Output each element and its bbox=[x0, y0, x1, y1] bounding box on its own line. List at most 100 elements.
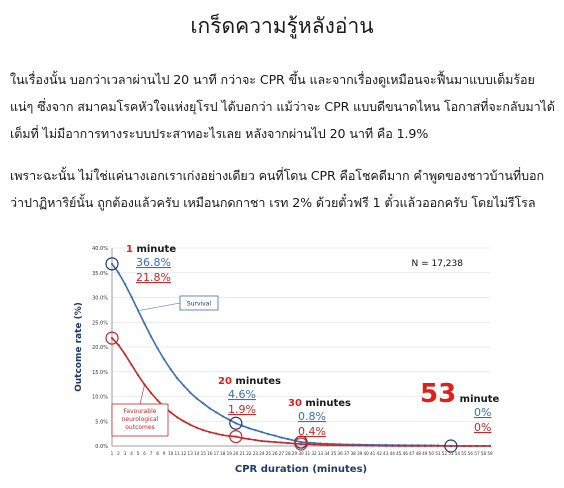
neuro-data-point bbox=[488, 444, 492, 448]
neuro-data-point bbox=[384, 444, 387, 447]
x-tick-label: 10 bbox=[168, 451, 174, 456]
survival-data-point bbox=[110, 262, 114, 265]
callout-survival-value: 0.8% bbox=[298, 410, 326, 423]
neuro-data-point bbox=[423, 444, 426, 448]
callout-minute-word: minutes bbox=[302, 398, 351, 409]
x-tick-label: 24 bbox=[259, 451, 265, 456]
neuro-data-point bbox=[475, 444, 479, 448]
callout-neuro-value: 0.4% bbox=[298, 425, 326, 438]
survival-data-point bbox=[234, 422, 237, 425]
y-tick-label: 35.0% bbox=[92, 271, 108, 277]
survival-data-point bbox=[254, 429, 257, 432]
article-paragraph-1: ในเรื่องนั้น บอกว่าเวลาผ่านไป 20 นาที กว… bbox=[10, 72, 555, 141]
callout-minute-word: minutes bbox=[232, 376, 281, 387]
x-tick-label: 52 bbox=[442, 451, 448, 456]
callout-minute-number: 1 bbox=[126, 244, 133, 255]
x-tick-label: 8 bbox=[156, 451, 159, 456]
callout-neuro-value: 0% bbox=[474, 421, 491, 434]
survival-data-point bbox=[156, 347, 159, 350]
survival-label-text: Survival bbox=[187, 301, 212, 308]
neuro-data-point bbox=[449, 444, 452, 448]
neuro-data-point bbox=[482, 444, 485, 448]
neuro-data-point bbox=[156, 399, 159, 402]
x-tick-label: 58 bbox=[481, 451, 487, 456]
survival-data-point bbox=[221, 415, 224, 418]
chart-svg: 0.0%5.0%10.0%15.0%20.0%25.0%30.0%35.0%40… bbox=[74, 244, 500, 475]
x-tick-label: 46 bbox=[403, 451, 409, 456]
survival-label-leader bbox=[140, 302, 181, 311]
neuro-label-text: outcomes bbox=[125, 424, 154, 431]
x-tick-label: 32 bbox=[311, 451, 317, 456]
neuro-data-point bbox=[110, 336, 114, 340]
neuro-data-point bbox=[299, 442, 303, 446]
x-tick-label: 17 bbox=[214, 451, 220, 456]
x-tick-label: 41 bbox=[370, 451, 376, 456]
callout-minute-number: 20 bbox=[218, 376, 232, 387]
cpr-outcome-chart: 0.0% 5.0% 10.0% 15.0% 20.0% 25.0% 30.0% 35.0% 40… bbox=[68, 236, 500, 480]
callout-minutes: 53 minutes bbox=[420, 379, 500, 409]
callout-neuro-value: 21.8% bbox=[136, 271, 171, 284]
neuro-data-point bbox=[286, 441, 290, 445]
neuro-highlight-circle bbox=[294, 437, 308, 451]
survival-data-point bbox=[228, 418, 231, 421]
callout-survival-value: 0% bbox=[474, 406, 491, 419]
x-tick-label: 22 bbox=[246, 451, 252, 456]
neuro-data-point bbox=[136, 374, 140, 377]
survival-data-point bbox=[176, 377, 179, 380]
neuro-data-point bbox=[195, 426, 198, 429]
y-tick-label: 25.0% bbox=[92, 320, 108, 326]
x-tick-label: 9 bbox=[163, 451, 166, 456]
callout-minutes: 30 minutes bbox=[288, 398, 351, 409]
neuro-data-point bbox=[117, 343, 120, 347]
neuro-data-point bbox=[410, 444, 413, 448]
callout-minute-number: 30 bbox=[288, 398, 302, 409]
survival-data-point bbox=[130, 295, 133, 299]
neuro-data-point bbox=[391, 444, 394, 447]
y-axis-title: Outcome rate (%) bbox=[74, 302, 84, 392]
x-tick-label: 42 bbox=[377, 451, 383, 456]
x-tick-label: 36 bbox=[337, 451, 343, 456]
neuro-label-box bbox=[111, 403, 169, 437]
x-tick-label: 25 bbox=[266, 451, 272, 456]
x-tick-label: 13 bbox=[188, 451, 194, 456]
survival-data-point bbox=[182, 384, 185, 387]
neuro-data-point bbox=[221, 434, 224, 437]
x-tick-label: 44 bbox=[390, 451, 396, 456]
x-tick-label: 33 bbox=[318, 451, 324, 456]
neuro-data-point bbox=[436, 444, 439, 448]
survival-highlight-circle bbox=[444, 439, 458, 453]
callout-survival-value: 36.8% bbox=[136, 256, 171, 269]
x-tick-label: 1 bbox=[111, 451, 114, 456]
x-tick-label: 5 bbox=[137, 451, 140, 456]
survival-data-point bbox=[267, 433, 270, 436]
x-tick-label: 38 bbox=[350, 451, 356, 456]
survival-data-point bbox=[123, 283, 127, 286]
neuro-data-point bbox=[312, 443, 316, 446]
survival-data-point bbox=[260, 431, 263, 434]
survival-data-point bbox=[195, 397, 198, 400]
neuro-data-point bbox=[345, 444, 348, 447]
x-tick-label: 18 bbox=[220, 451, 226, 456]
y-tick-label: 0.0% bbox=[95, 444, 108, 450]
neuro-data-point bbox=[123, 353, 127, 356]
x-tick-label: 28 bbox=[285, 451, 291, 456]
x-tick-label: 7 bbox=[150, 451, 153, 456]
neuro-label-text: neurological bbox=[122, 416, 159, 423]
neuro-data-point bbox=[358, 444, 361, 447]
neuro-data-point bbox=[430, 444, 433, 448]
x-tick-label: 23 bbox=[253, 451, 259, 456]
x-tick-label: 3 bbox=[124, 451, 127, 456]
neuro-data-point bbox=[462, 444, 466, 448]
x-tick-label: 53 bbox=[448, 451, 454, 456]
neuro-data-point bbox=[130, 363, 133, 366]
neuro-data-point bbox=[469, 444, 472, 448]
x-tick-label: 57 bbox=[474, 451, 480, 456]
neuro-data-point bbox=[371, 444, 374, 447]
article-heading: เกร็ดความรู้หลังอ่าน bbox=[190, 14, 374, 38]
neuro-data-point bbox=[404, 444, 407, 448]
x-tick-label: 54 bbox=[455, 451, 461, 456]
x-tick-label: 26 bbox=[272, 451, 278, 456]
y-tick-label: 40.0% bbox=[92, 246, 108, 252]
neuro-data-point bbox=[150, 391, 153, 395]
x-tick-label: 14 bbox=[194, 451, 200, 456]
